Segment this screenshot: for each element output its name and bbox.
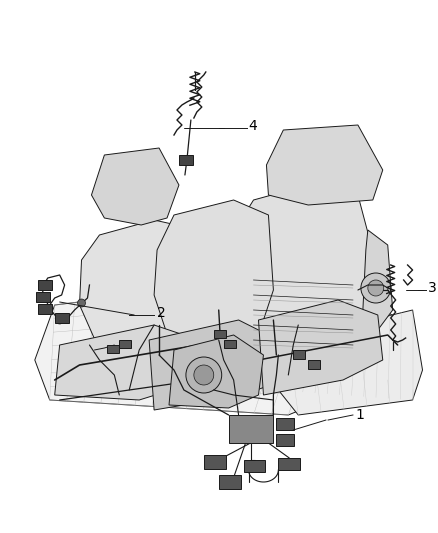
Text: 3: 3 (427, 281, 436, 295)
Circle shape (194, 365, 214, 385)
Bar (229, 415, 273, 443)
Bar (293, 350, 305, 359)
Polygon shape (80, 220, 214, 360)
Bar (38, 280, 52, 290)
Bar (224, 340, 236, 348)
Bar (38, 304, 52, 314)
Bar (107, 345, 119, 353)
Polygon shape (266, 125, 383, 205)
Text: 2: 2 (157, 306, 166, 320)
Polygon shape (279, 310, 423, 415)
Circle shape (186, 357, 222, 393)
Circle shape (368, 280, 384, 296)
Bar (308, 360, 320, 369)
Bar (179, 155, 193, 165)
Text: 1: 1 (356, 408, 365, 422)
Polygon shape (92, 148, 179, 225)
Polygon shape (35, 270, 398, 415)
Bar (119, 340, 131, 348)
Circle shape (78, 299, 85, 307)
Bar (36, 292, 49, 302)
Polygon shape (154, 200, 273, 348)
Circle shape (56, 316, 64, 324)
Bar (276, 418, 294, 430)
Polygon shape (169, 335, 264, 408)
Polygon shape (149, 320, 283, 410)
Bar (276, 434, 294, 446)
Bar (55, 313, 69, 323)
Text: 4: 4 (248, 119, 257, 133)
Polygon shape (55, 325, 204, 400)
Bar (219, 475, 240, 489)
Bar (244, 460, 265, 472)
Bar (214, 330, 226, 338)
Polygon shape (363, 230, 393, 330)
Polygon shape (258, 300, 383, 395)
Circle shape (361, 273, 391, 303)
Bar (204, 455, 226, 469)
Bar (279, 458, 300, 470)
Polygon shape (224, 185, 378, 355)
